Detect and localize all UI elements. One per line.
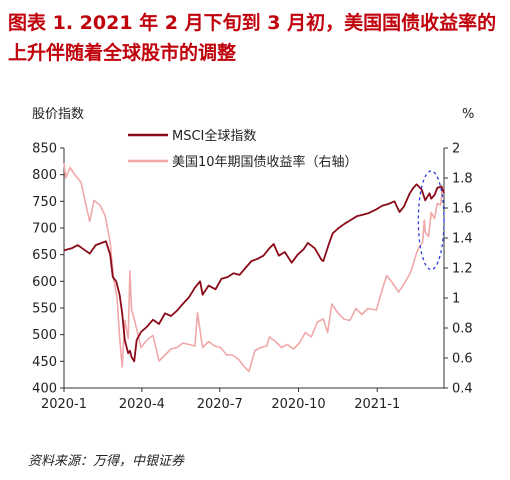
left-tick-label: 850 xyxy=(32,142,57,157)
right-tick-label: 0.8 xyxy=(452,322,473,337)
left-tick-label: 750 xyxy=(32,195,57,210)
left-tick-label: 600 xyxy=(32,275,57,290)
right-tick-label: 0.6 xyxy=(452,352,473,367)
left-tick-label: 450 xyxy=(32,355,57,370)
right-tick-label: 1.8 xyxy=(452,172,473,187)
msci-series-line xyxy=(63,183,445,363)
legend-label-us10y: 美国10年期国债收益率（右轴） xyxy=(172,154,358,170)
right-tick-label: 1 xyxy=(452,292,460,307)
left-tick-label: 650 xyxy=(32,248,57,263)
x-tick-label: 2020-7 xyxy=(197,397,243,412)
right-tick-label: 0.4 xyxy=(452,382,473,397)
left-tick-label: 700 xyxy=(32,222,57,237)
right-tick-label: 1.2 xyxy=(452,262,473,277)
x-tick-label: 2020-4 xyxy=(119,397,165,412)
x-tick-label: 2021-1 xyxy=(354,397,400,412)
legend: MSCI全球指数 美国10年期国债收益率（右轴） xyxy=(128,128,358,170)
left-tick-label: 550 xyxy=(32,302,57,317)
legend-label-msci: MSCI全球指数 xyxy=(172,128,256,144)
left-tick-label: 400 xyxy=(32,382,57,397)
annotations xyxy=(417,170,445,271)
right-axis-label: % xyxy=(462,107,474,122)
us10y-series-line xyxy=(63,162,445,373)
source-note: 资料来源：万得，中银证券 xyxy=(28,454,185,469)
figure-title: 图表 1. 2021 年 2 月下旬到 3 月初，美国国债收益率的上升伴随着全球… xyxy=(8,12,497,64)
series-lines xyxy=(63,162,445,373)
x-tick-label: 2020-1 xyxy=(41,397,87,412)
highlight-ellipse xyxy=(417,170,445,271)
left-tick-label: 800 xyxy=(32,168,57,183)
right-tick-label: 1.4 xyxy=(452,232,473,247)
left-tick-label: 500 xyxy=(32,328,57,343)
right-tick-label: 1.6 xyxy=(452,202,473,217)
axes: 400 450 500 550 600 650 700 750 800 850 0.4 0.6 0.8 1… xyxy=(32,142,473,413)
right-tick-label: 2 xyxy=(452,142,460,157)
left-axis-label: 股价指数 xyxy=(32,107,84,122)
x-tick-label: 2020-10 xyxy=(271,397,325,412)
